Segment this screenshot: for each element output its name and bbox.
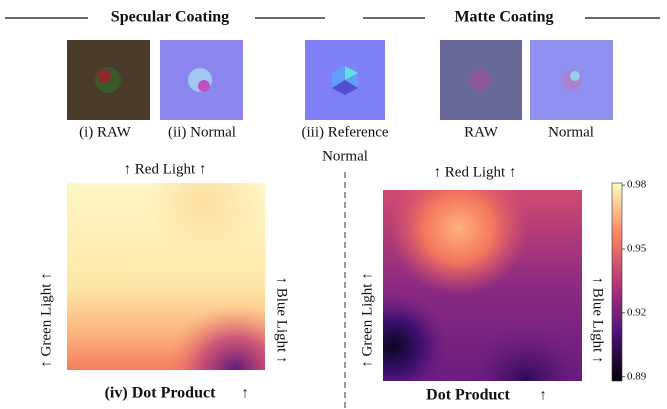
- heatmap: [383, 190, 582, 381]
- thumbnail: [97, 69, 111, 83]
- axis-label: ↑ Blue Light ↑: [274, 276, 290, 363]
- captions: (i) RAW (ii) Normal (iii) Reference Norm…: [79, 124, 594, 164]
- tick-label: 0.98: [627, 179, 647, 191]
- figure: Specular Coating Matte Coating (i) RAW (…: [0, 0, 667, 409]
- colorbar: 0.98 0.95 0.92 0.89: [612, 179, 647, 383]
- axis-label: ↑ Blue Light ↑: [590, 276, 606, 363]
- left-panel: ↑ Red Light ↑ ↑ Green Light ↑ ↑ Blue Lig…: [38, 161, 289, 401]
- thumbnail: [469, 69, 491, 91]
- caption: Normal: [548, 124, 594, 140]
- axis-label: ↑ Green Light ↑: [38, 272, 54, 367]
- axis-label: ↑ Red Light ↑: [434, 164, 517, 180]
- caption: Normal: [322, 148, 368, 164]
- header: Specular Coating: [111, 9, 229, 26]
- tick-label: 0.95: [627, 243, 647, 255]
- panel-caption: Dot Product: [426, 387, 510, 404]
- headers: Specular Coating Matte Coating: [5, 9, 660, 26]
- header: Matte Coating: [454, 9, 553, 26]
- panel-caption: (iv) Dot Product: [105, 385, 216, 402]
- thumbnails: [67, 40, 613, 120]
- caption: RAW: [464, 124, 499, 140]
- right-panel: ↑ Red Light ↑ ↑ Green Light ↑ ↑ Blue Lig…: [359, 164, 605, 403]
- thumbnail: [570, 71, 580, 81]
- caption: (ii) Normal: [168, 124, 236, 140]
- colorbar-scale: [612, 183, 622, 381]
- page: {"header": {"specular": "Specular Coatin…: [0, 0, 667, 409]
- heatmap: [67, 183, 265, 370]
- tick-label: 0.92: [627, 306, 646, 318]
- thumbnail: [198, 80, 210, 92]
- caption: (iii) Reference: [301, 124, 388, 140]
- axis-label: ↑ Red Light ↑: [124, 161, 207, 177]
- tick-label: 0.89: [627, 370, 647, 382]
- caption: (i) RAW: [79, 124, 132, 140]
- arrow: ↑: [539, 387, 547, 403]
- axis-label: ↑ Green Light ↑: [359, 272, 375, 367]
- arrow: ↑: [241, 385, 249, 401]
